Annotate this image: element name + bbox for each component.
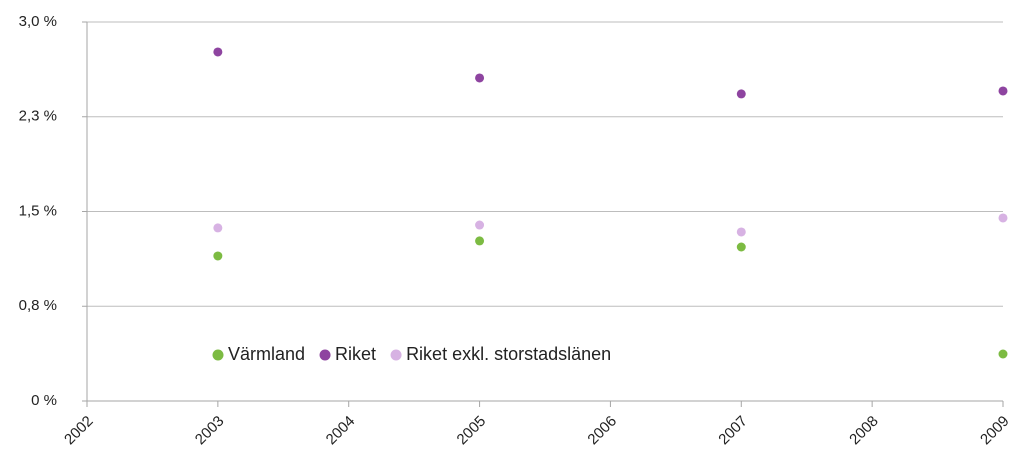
point [475,73,485,83]
x-tick-label: 2003 [192,413,228,449]
point [475,220,485,230]
legend-marker [212,349,224,361]
x-tick-label: 2004 [323,413,359,449]
y-tick-label: 0,8 % [19,297,57,314]
point [736,89,746,99]
x-tick-label: 2002 [61,413,97,449]
y-tick-label: 3,0 % [19,13,57,30]
point [213,47,223,57]
point [736,227,746,237]
legend-marker [319,349,331,361]
x-tick-label: 2006 [584,413,620,449]
legend-label: Riket [335,344,376,364]
point [213,223,223,233]
point [736,242,746,252]
x-tick-label: 2009 [977,413,1013,449]
point [998,86,1008,96]
x-tick-label: 2008 [846,413,882,449]
x-tick-label: 2007 [715,413,751,449]
y-tick-label: 1,5 % [19,202,57,219]
y-tick-label: 2,3 % [19,108,57,125]
point [998,213,1008,223]
legend-marker [390,349,402,361]
point [998,349,1008,359]
x-tick-label: 2005 [454,413,490,449]
point [213,251,223,261]
legend-label: Värmland [228,344,305,364]
point [475,236,485,246]
y-tick-label: 0 % [31,392,57,409]
legend-label: Riket exkl. storstadslänen [406,344,611,364]
